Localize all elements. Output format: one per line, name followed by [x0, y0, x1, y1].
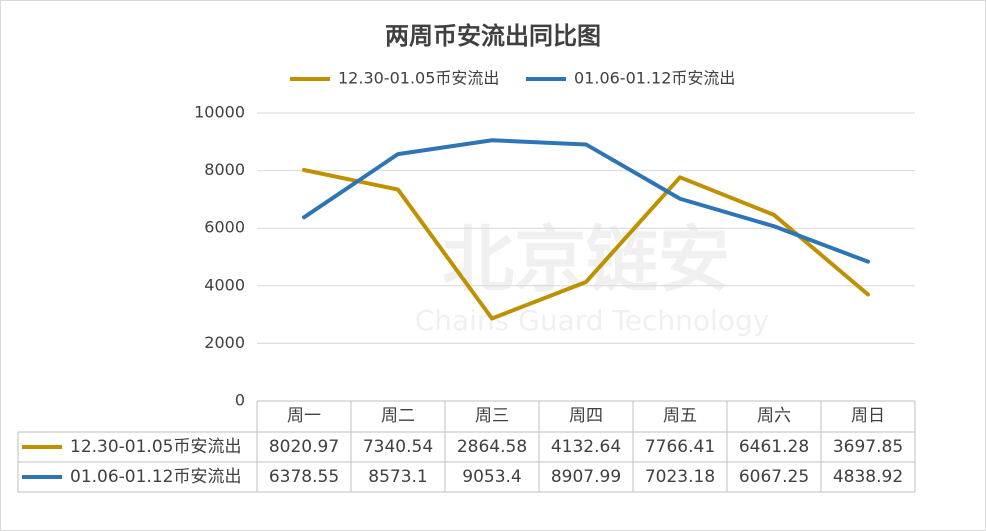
x-tick-label: 周日 [851, 406, 885, 426]
table-cell: 7023.18 [645, 467, 715, 487]
x-tick-label: 周五 [663, 406, 697, 426]
x-tick-label: 周四 [569, 406, 603, 426]
y-tick-label: 10000 [194, 103, 245, 122]
table-cell: 8573.1 [368, 467, 427, 487]
watermark: 北京链安 [442, 218, 730, 302]
table-cell: 4132.64 [551, 437, 621, 457]
series-line [302, 167, 870, 321]
table-row-label: 01.06-01.12币安流出 [70, 467, 241, 487]
chart-title: 两周币安流出同比图 [385, 22, 601, 50]
table-cell: 9053.4 [462, 467, 521, 487]
table-cell: 8020.97 [269, 437, 339, 457]
x-tick-label: 周六 [757, 406, 791, 426]
y-tick-label: 4000 [204, 275, 245, 294]
y-tick-label: 2000 [204, 333, 245, 352]
legend-label: 12.30-01.05币安流出 [338, 69, 499, 88]
x-tick-label: 周二 [381, 406, 415, 426]
x-tick-label: 周三 [475, 406, 509, 426]
table-cell: 2864.58 [457, 437, 527, 457]
x-tick-label: 周一 [287, 406, 321, 426]
table-cell: 6378.55 [269, 467, 339, 487]
y-tick-label: 8000 [204, 160, 245, 179]
table-cell: 3697.85 [833, 437, 903, 457]
y-tick-label: 6000 [204, 218, 245, 237]
legend-label: 01.06-01.12币安流出 [574, 69, 735, 88]
series-line [302, 138, 870, 264]
table-cell: 6067.25 [739, 467, 809, 487]
watermark: Chains Guard Technology [415, 304, 770, 337]
table-cell: 7766.41 [645, 437, 715, 457]
table-cell: 4838.92 [833, 467, 903, 487]
table-cell: 8907.99 [551, 467, 621, 487]
table-cell: 7340.54 [363, 437, 433, 457]
table-cell: 6461.28 [739, 437, 809, 457]
y-tick-label: 0 [235, 391, 245, 410]
table-row-label: 12.30-01.05币安流出 [70, 437, 241, 457]
